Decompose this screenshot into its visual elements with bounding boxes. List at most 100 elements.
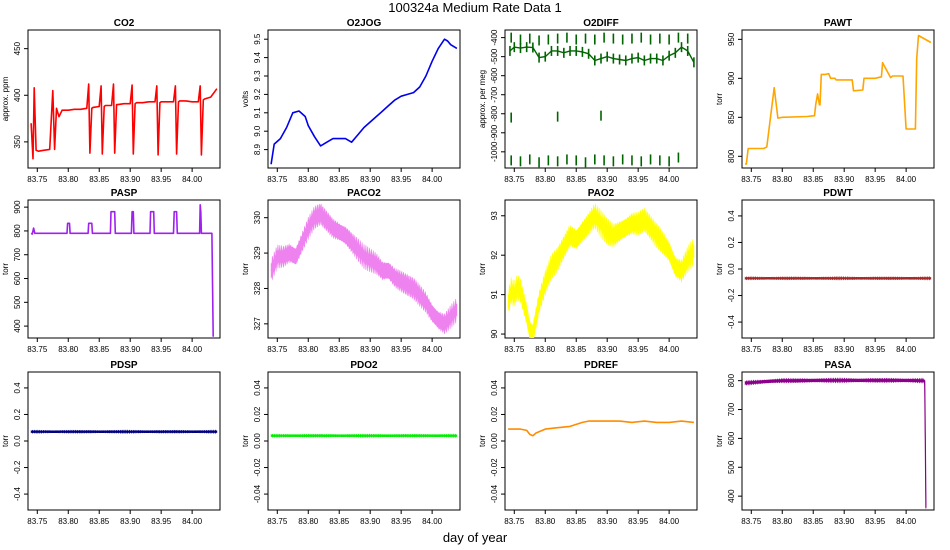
plot-area <box>507 203 695 338</box>
y-tick-label: -600 <box>490 67 499 84</box>
x-tick-label: 84.00 <box>422 345 443 354</box>
series-noise-band <box>270 203 458 335</box>
x-tick-label: 83.95 <box>628 517 649 526</box>
panel-paco2: PACO2 torr 83.75 83.80 83.85 83.90 83.95 84.00 3… <box>241 188 461 354</box>
panel-title: O2DIFF <box>583 18 619 29</box>
panel-title: PAWT <box>824 18 852 29</box>
x-tick-label: 83.80 <box>58 517 79 526</box>
y-tick-label: 9.3 <box>253 70 262 82</box>
x-tick-label: 83.80 <box>772 175 793 184</box>
y-tick-label: 400 <box>13 88 22 102</box>
y-tick-label: 700 <box>727 402 736 416</box>
y-tick-label: 500 <box>13 295 22 309</box>
y-tick-label: 800 <box>13 224 22 238</box>
panel-title: PDREF <box>584 360 618 371</box>
series-line <box>270 38 458 165</box>
x-tick-label: 83.90 <box>120 175 141 184</box>
y-tick-label: 450 <box>13 41 22 55</box>
x-tick-label: 83.85 <box>803 345 824 354</box>
x-tick-label: 83.75 <box>741 175 762 184</box>
x-tick-label: 83.85 <box>566 517 587 526</box>
series-line <box>745 34 932 165</box>
y-tick-label: 0.0 <box>13 435 22 447</box>
x-tick-label: 83.75 <box>504 345 525 354</box>
series-line <box>270 213 458 325</box>
panel-pasp: PASP torr 83.75 83.80 83.85 83.90 83.95 84.00 40… <box>1 188 221 354</box>
x-tick-label: 83.85 <box>89 175 110 184</box>
y-tick-label: 400 <box>727 489 736 503</box>
y-tick-label: -700 <box>490 86 499 103</box>
y-tick-label: 900 <box>727 71 736 85</box>
y-tick-label: -0.2 <box>727 288 736 302</box>
y-tick-label: -800 <box>490 105 499 122</box>
y-tick-label: 330 <box>253 210 262 224</box>
x-tick-label: 83.95 <box>865 517 886 526</box>
y-tick-label: 0.2 <box>727 236 736 248</box>
x-tick-label: 83.80 <box>298 517 319 526</box>
x-tick-label: 83.90 <box>360 345 381 354</box>
y-axis-label: approx. ppm <box>1 76 10 121</box>
y-tick-label: 850 <box>727 110 736 124</box>
y-tick-label: 800 <box>727 149 736 163</box>
x-tick-label: 83.75 <box>741 345 762 354</box>
panel-pawt: PAWT torr 83.75 83.80 83.85 83.90 83.95 84.00 80… <box>715 18 935 184</box>
x-tick-label: 83.90 <box>597 517 618 526</box>
x-tick-label: 83.95 <box>391 175 412 184</box>
plot-frame <box>267 371 461 511</box>
series-line <box>745 379 927 508</box>
plot-frame <box>27 29 221 169</box>
y-tick-label: 600 <box>13 271 22 285</box>
plot-frame <box>267 29 461 169</box>
y-tick-label: -0.4 <box>727 315 736 329</box>
x-tick-label: 83.80 <box>298 175 319 184</box>
x-tick-label: 83.80 <box>535 175 556 184</box>
y-axis-label: torr <box>715 435 724 447</box>
y-tick-label: 950 <box>727 32 736 46</box>
plot-frame <box>504 29 698 169</box>
y-tick-label: 91 <box>490 290 499 299</box>
plot-frame <box>741 371 935 511</box>
plot-area <box>30 204 214 337</box>
x-tick-label: 83.90 <box>360 517 381 526</box>
plot-area <box>744 377 927 509</box>
panel-o2jog: O2JOG volts 83.75 83.80 83.85 83.90 83.95 84.00… <box>241 18 461 184</box>
x-tick-label: 83.90 <box>597 345 618 354</box>
x-tick-label: 83.90 <box>834 345 855 354</box>
y-tick-label: 8.9 <box>253 143 262 155</box>
y-tick-label: -0.04 <box>253 484 262 503</box>
panel-o2diff: O2DIFF approx. per meg 83.75 83.80 83.85 83.9… <box>478 18 698 184</box>
series-line <box>30 83 218 160</box>
x-tick-label: 83.75 <box>741 517 762 526</box>
x-tick-label: 84.00 <box>182 345 203 354</box>
y-tick-label: -400 <box>490 29 499 46</box>
y-axis-label: torr <box>715 93 724 105</box>
x-tick-label: 83.90 <box>120 345 141 354</box>
y-tick-label: -500 <box>490 48 499 65</box>
plot-frame <box>27 371 221 511</box>
x-tick-label: 83.80 <box>772 517 793 526</box>
x-tick-label: 84.00 <box>182 517 203 526</box>
panel-pdo2: PDO2 torr 83.75 83.80 83.85 83.90 83.95 84.00 -0… <box>241 360 461 526</box>
x-tick-label: 83.85 <box>566 345 587 354</box>
y-tick-label: 350 <box>13 135 22 149</box>
series-line <box>509 46 695 63</box>
x-tick-label: 83.95 <box>865 175 886 184</box>
plot-area <box>509 32 695 168</box>
x-tick-label: 83.90 <box>120 517 141 526</box>
panel-title: PDWT <box>823 188 852 199</box>
y-tick-label: 0.02 <box>490 406 499 422</box>
y-axis-label: torr <box>478 263 487 275</box>
x-tick-label: 84.00 <box>422 517 443 526</box>
plot-frame <box>741 29 935 169</box>
panel-title: PASP <box>111 188 138 199</box>
panel-pdwt: PDWT torr 83.75 83.80 83.85 83.90 83.95 84.00 -0… <box>715 188 935 354</box>
panel-title: PDSP <box>110 360 138 371</box>
series-noise-band <box>507 203 695 338</box>
y-tick-label: 92 <box>490 250 499 259</box>
plot-frame <box>267 199 461 339</box>
y-tick-label: 9.2 <box>253 88 262 100</box>
x-tick-label: 83.95 <box>151 175 172 184</box>
x-tick-label: 83.75 <box>27 517 48 526</box>
x-tick-label: 83.95 <box>391 517 412 526</box>
